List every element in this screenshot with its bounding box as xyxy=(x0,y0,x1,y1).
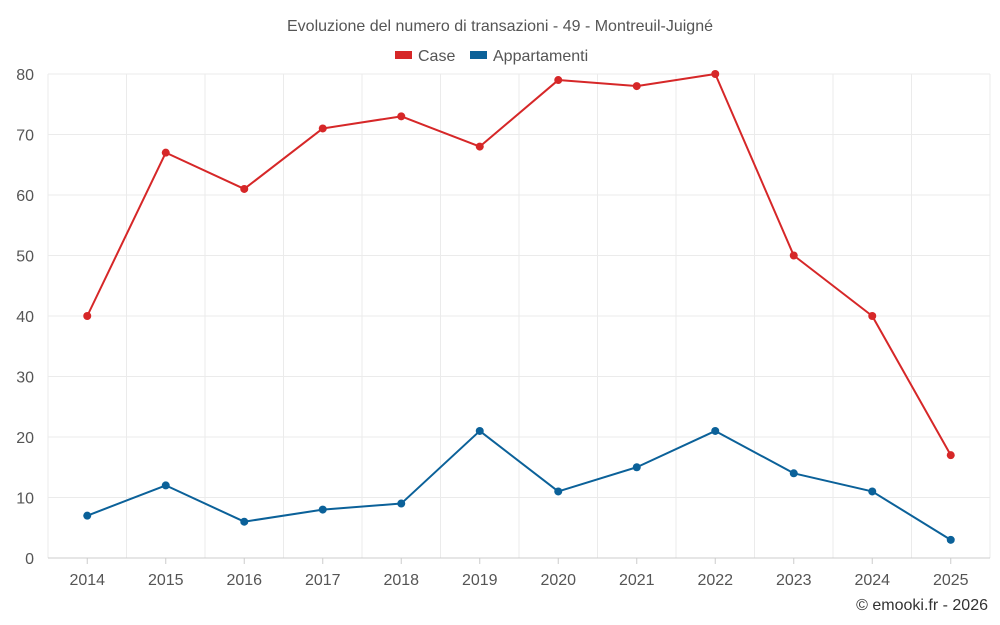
y-tick-label: 30 xyxy=(16,370,34,387)
data-point-appartamenti[interactable] xyxy=(711,426,720,435)
data-point-appartamenti[interactable] xyxy=(475,426,484,435)
x-tick-label: 2021 xyxy=(619,572,655,589)
x-tick-label: 2020 xyxy=(540,572,576,589)
data-point-case[interactable] xyxy=(632,82,641,91)
data-point-case[interactable] xyxy=(711,70,720,78)
x-tick-label: 2014 xyxy=(69,572,105,589)
data-point-case[interactable] xyxy=(397,112,406,121)
x-tick-label: 2018 xyxy=(383,572,419,589)
series xyxy=(83,70,955,544)
x-tick-label: 2015 xyxy=(148,572,184,589)
data-point-appartamenti[interactable] xyxy=(789,469,798,478)
legend-label-appartamenti: Appartamenti xyxy=(493,48,588,65)
data-point-case[interactable] xyxy=(240,184,249,193)
data-point-case[interactable] xyxy=(161,148,170,157)
axes: 0 10 20 30 40 50 60 70 80 2014 2015 2016 2017 2018 201… xyxy=(16,67,990,589)
legend-swatch-case xyxy=(395,51,412,59)
data-point-appartamenti[interactable] xyxy=(554,487,563,496)
x-tick-label: 2022 xyxy=(697,572,733,589)
series-appartamenti xyxy=(83,426,955,544)
data-point-appartamenti[interactable] xyxy=(83,511,92,520)
x-tick-label: 2023 xyxy=(776,572,812,589)
y-tick-label: 0 xyxy=(25,551,34,568)
y-tick-label: 50 xyxy=(16,249,34,266)
data-point-appartamenti[interactable] xyxy=(868,487,877,496)
series-case xyxy=(83,70,955,460)
data-point-case[interactable] xyxy=(475,142,484,151)
x-tick-label: 2016 xyxy=(226,572,262,589)
x-tick-label: 2024 xyxy=(854,572,890,589)
x-tick-label: 2025 xyxy=(933,572,969,589)
data-point-appartamenti[interactable] xyxy=(632,463,641,472)
data-point-case[interactable] xyxy=(868,312,877,320)
legend: Case Appartamenti xyxy=(395,48,588,65)
data-point-case[interactable] xyxy=(318,124,327,133)
data-point-case[interactable] xyxy=(83,312,92,320)
y-tick-label: 80 xyxy=(16,67,34,84)
data-point-appartamenti[interactable] xyxy=(397,499,406,508)
legend-item-appartamenti[interactable]: Appartamenti xyxy=(470,48,588,65)
legend-swatch-appartamenti xyxy=(470,51,487,59)
data-point-appartamenti[interactable] xyxy=(240,517,249,526)
x-tick-label: 2019 xyxy=(462,572,498,589)
y-tick-label: 10 xyxy=(16,491,34,508)
y-tick-label: 70 xyxy=(16,128,34,145)
data-point-appartamenti[interactable] xyxy=(318,505,327,514)
chart-title: Evoluzione del numero di transazioni - 4… xyxy=(287,18,713,35)
series-line-appartamenti xyxy=(86,429,952,541)
y-tick-label: 20 xyxy=(16,430,34,447)
data-point-appartamenti[interactable] xyxy=(161,481,170,490)
legend-item-case[interactable]: Case xyxy=(395,48,455,65)
legend-label-case: Case xyxy=(418,48,455,65)
grid xyxy=(47,73,991,558)
data-point-appartamenti[interactable] xyxy=(946,535,955,544)
data-point-case[interactable] xyxy=(789,251,798,260)
x-tick-label: 2017 xyxy=(305,572,341,589)
y-tick-label: 40 xyxy=(16,309,34,326)
data-point-case[interactable] xyxy=(554,76,563,85)
series-line-case xyxy=(86,73,952,456)
credit-text: © emooki.fr - 2026 xyxy=(856,597,988,614)
data-point-case[interactable] xyxy=(946,451,955,460)
y-tick-label: 60 xyxy=(16,188,34,205)
